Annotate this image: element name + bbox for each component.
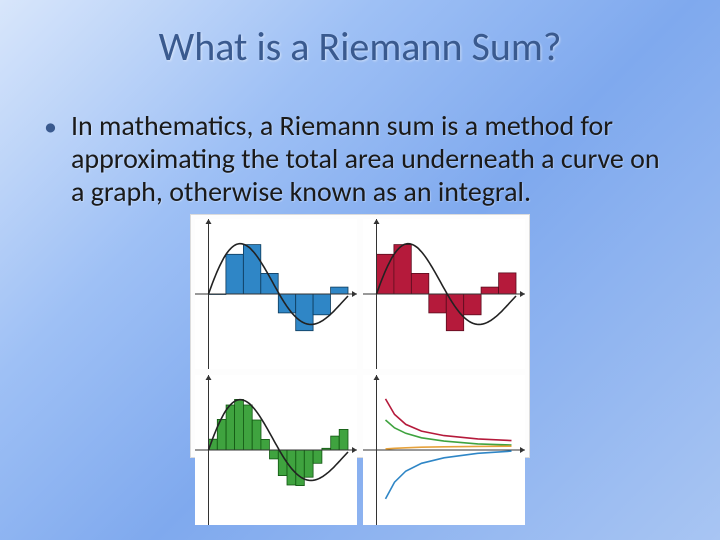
body-text: • In mathematics, a Riemann sum is a met… xyxy=(0,71,720,208)
panel-right-sum xyxy=(363,219,525,369)
riemann-figure xyxy=(190,214,530,458)
bullet-icon: • xyxy=(44,111,57,141)
paragraph: In mathematics, a Riemann sum is a metho… xyxy=(71,109,676,208)
panel-left-sum xyxy=(195,219,357,369)
panel-convergence xyxy=(363,375,525,525)
page-title: What is a Riemann Sum? xyxy=(0,0,720,71)
panel-mid-sum xyxy=(195,375,357,525)
